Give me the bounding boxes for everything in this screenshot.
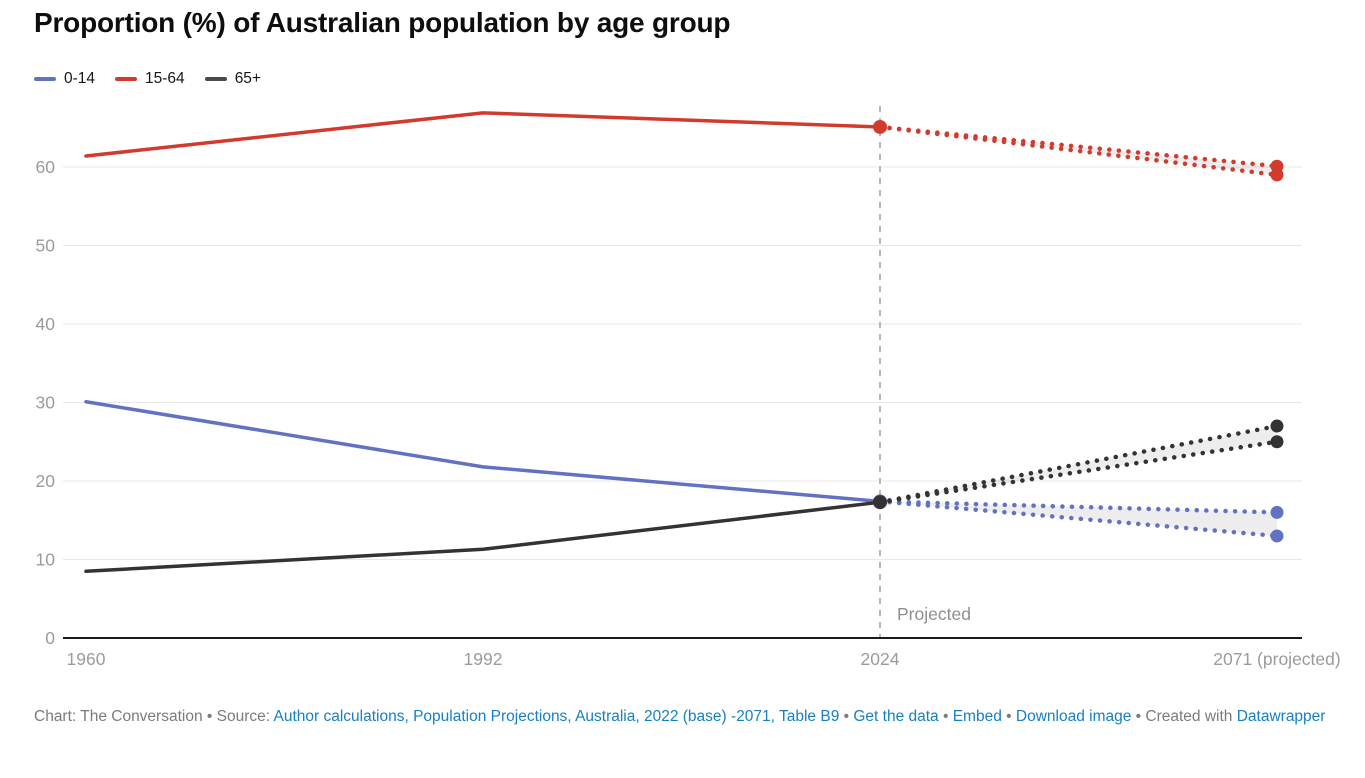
- download-image-link[interactable]: Download image: [1015, 708, 1132, 725]
- legend-swatch-icon: [204, 77, 227, 81]
- line-15-64: [84, 111, 882, 158]
- point-0-14-2071-low: [1270, 529, 1284, 543]
- chart-canvas: 0 10 20 30 40 50 60 1960 1992 2024 2071 (projected…: [36, 106, 1341, 669]
- chart-footer: Chart: The Conversation • Source: Author…: [34, 705, 1336, 729]
- footer-text: •: [938, 708, 953, 725]
- projection-line-65+-low: [877, 439, 1280, 505]
- legend-item-15-64: 15-64: [115, 70, 185, 88]
- legend-label: 65+: [234, 70, 261, 87]
- y-tick-label-50: 50: [36, 236, 56, 256]
- footer-text: Chart: The Conversation • Source:: [34, 708, 274, 725]
- point-15-64-2071-low: [1270, 168, 1284, 182]
- x-tick-label-4: 2071 (projected): [1213, 649, 1340, 669]
- projection-line-65+-high: [877, 423, 1280, 505]
- footer-text: •: [839, 708, 854, 725]
- source-link[interactable]: Author calculations, Population Projecti…: [273, 708, 840, 725]
- y-tick-label-20: 20: [36, 471, 56, 491]
- x-tick-label-2: 1992: [464, 649, 503, 669]
- legend-item-65+: 65+: [204, 70, 261, 88]
- x-tick-label-1: 1960: [67, 649, 106, 669]
- line-65+: [84, 500, 882, 574]
- embed-link[interactable]: Embed: [952, 708, 1002, 725]
- legend-label: 0-14: [64, 70, 96, 87]
- legend-item-0-14: 0-14: [34, 70, 95, 88]
- legend: 0-14 15-64 65+: [34, 70, 261, 88]
- point-65+-2024: [873, 495, 887, 510]
- chart-title: Proportion (%) of Australian population …: [34, 7, 731, 38]
- point-0-14-2071-high: [1270, 505, 1284, 519]
- footer-text: •: [1001, 708, 1016, 725]
- legend-label: 15-64: [145, 70, 185, 87]
- point-65+-2071-high: [1270, 419, 1284, 433]
- projection-line-15-64-low: [877, 124, 1280, 178]
- line-0-14: [84, 399, 882, 504]
- legend-swatch-icon: [34, 77, 56, 81]
- y-tick-label-0: 0: [45, 628, 55, 648]
- projection-line-0-14-low: [877, 499, 1280, 539]
- point-65+-2071-low: [1270, 435, 1284, 449]
- y-tick-label-60: 60: [36, 157, 56, 177]
- legend-swatch-icon: [115, 77, 138, 81]
- point-15-64-2024: [873, 119, 887, 134]
- y-tick-label-40: 40: [36, 314, 56, 334]
- footer-text: • Created with: [1131, 708, 1237, 725]
- x-tick-label-3: 2024: [861, 649, 900, 669]
- projection-line-0-14-high: [877, 499, 1280, 515]
- y-tick-label-10: 10: [36, 550, 56, 570]
- datawrapper-link[interactable]: Datawrapper: [1236, 708, 1326, 725]
- y-tick-label-30: 30: [36, 393, 56, 413]
- get-the-data-link[interactable]: Get the data: [853, 708, 939, 725]
- projected-label: Projected: [897, 604, 971, 624]
